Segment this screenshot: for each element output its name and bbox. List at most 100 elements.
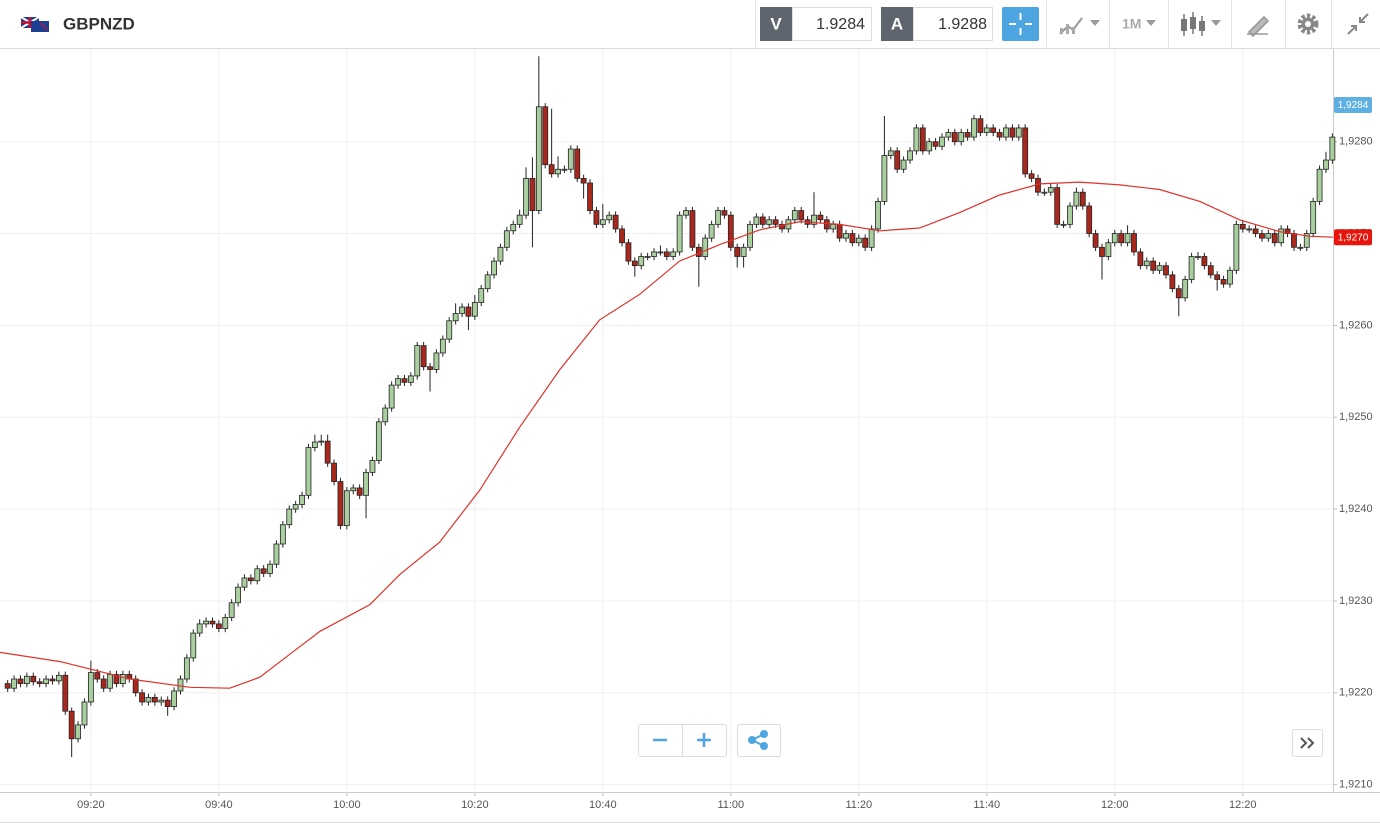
candle-body (484, 274, 491, 290)
candle-body (1105, 242, 1112, 257)
candle-body (625, 242, 632, 262)
candle-body (215, 623, 222, 629)
candle-body (753, 216, 760, 225)
candle-body (1201, 256, 1208, 267)
candle-body (382, 407, 389, 423)
y-tick-label: 1,9280 (1339, 136, 1373, 148)
y-tick-label: 1,9230 (1339, 595, 1373, 607)
ask-price[interactable]: 1.9288 (938, 16, 987, 33)
candle-body (87, 672, 94, 703)
candle-body (830, 223, 837, 230)
candle-body (171, 690, 177, 707)
timeframe[interactable]: 1M (1122, 16, 1141, 32)
candle-body (49, 678, 56, 682)
candle-body (663, 251, 670, 257)
x-tick-label: 09:20 (77, 799, 105, 811)
candle-style-button[interactable] (1181, 12, 1221, 36)
candle-body (971, 118, 977, 138)
candle-body (1111, 233, 1118, 244)
x-tick-label: 11:40 (973, 799, 1000, 811)
x-tick-label: 12:20 (1229, 799, 1257, 811)
ask-box[interactable] (913, 7, 993, 41)
candle-body (299, 494, 305, 505)
moving-average-line (0, 181, 1334, 689)
chart-type-button[interactable] (1059, 17, 1100, 35)
x-tick-label: 10:00 (333, 799, 361, 811)
candle-body (855, 237, 862, 244)
candle-body (30, 675, 37, 683)
scroll-right-box[interactable] (1292, 729, 1323, 757)
candle-body (567, 148, 574, 170)
candle-body (190, 632, 197, 659)
candle-body (36, 681, 43, 685)
candle-body (1195, 256, 1201, 258)
candle-body (529, 178, 536, 211)
candle-body (1239, 223, 1246, 230)
candle-body (1291, 233, 1297, 248)
candle-body (1252, 228, 1259, 234)
bid-label[interactable]: V (770, 14, 782, 33)
candle-body (734, 246, 741, 257)
candle-body (1227, 269, 1233, 285)
candle-body (331, 462, 337, 482)
candle-body (337, 481, 344, 527)
plot-area: 1,9210 1,9220 1,9230 1,9240 1,9250 1,9260 1,92… (0, 48, 1380, 823)
candle-body (1329, 136, 1336, 161)
collapse-button[interactable] (1347, 13, 1369, 35)
candle-body (516, 214, 523, 225)
candle-body (574, 148, 581, 179)
settings-button[interactable] (1297, 13, 1319, 35)
candle-body (235, 586, 241, 604)
candle-body (465, 306, 472, 317)
candle-body (305, 447, 312, 496)
ask-label[interactable]: A (891, 14, 903, 33)
candle-body (1207, 265, 1214, 276)
candle-body (926, 141, 933, 152)
candle-body (1124, 233, 1131, 244)
price-label-box (1334, 229, 1372, 246)
candle-body (407, 375, 414, 383)
candle-body (932, 141, 939, 147)
candle-body (311, 441, 318, 448)
candle-body (875, 200, 881, 230)
share-box[interactable] (737, 724, 781, 757)
candle-body (535, 106, 542, 211)
candle-body (43, 678, 49, 685)
candle-body (958, 132, 965, 143)
candle-body (1316, 168, 1323, 202)
candle-body (721, 210, 728, 216)
candle-body (1214, 274, 1221, 280)
candle-body (497, 246, 504, 262)
toolbar-bg (0, 0, 1380, 48)
candle-body (471, 302, 478, 317)
candle-body (158, 699, 165, 703)
timeframe-arrow[interactable] (1146, 20, 1156, 26)
candle-body (1150, 260, 1157, 271)
x-tick-label: 10:40 (589, 799, 617, 811)
candle-body (849, 233, 856, 244)
candle-body (1118, 233, 1125, 244)
crosshair-button[interactable] (1002, 7, 1039, 41)
candle-body (631, 260, 638, 267)
candle-body (267, 563, 273, 574)
candle-body (369, 460, 376, 473)
ask-label-box[interactable] (881, 7, 913, 41)
candle-body (55, 674, 62, 682)
candle-body (343, 490, 350, 527)
candle-body (555, 168, 561, 175)
share-button[interactable] (748, 730, 768, 750)
draw-tool-button[interactable] (1247, 15, 1270, 38)
scroll-right-button[interactable] (1300, 737, 1315, 749)
candle-body (983, 127, 990, 133)
candle-body (715, 210, 721, 225)
candle-body (68, 710, 75, 740)
candle-body (478, 288, 485, 303)
zoom-in-button[interactable] (697, 733, 711, 747)
candle-body (823, 219, 830, 230)
candle-body (388, 384, 395, 409)
crosshair-icon (1009, 13, 1032, 35)
bid-box[interactable] (792, 7, 872, 41)
bid-label-box[interactable] (760, 7, 792, 41)
bid-price[interactable]: 1.9284 (816, 16, 865, 33)
